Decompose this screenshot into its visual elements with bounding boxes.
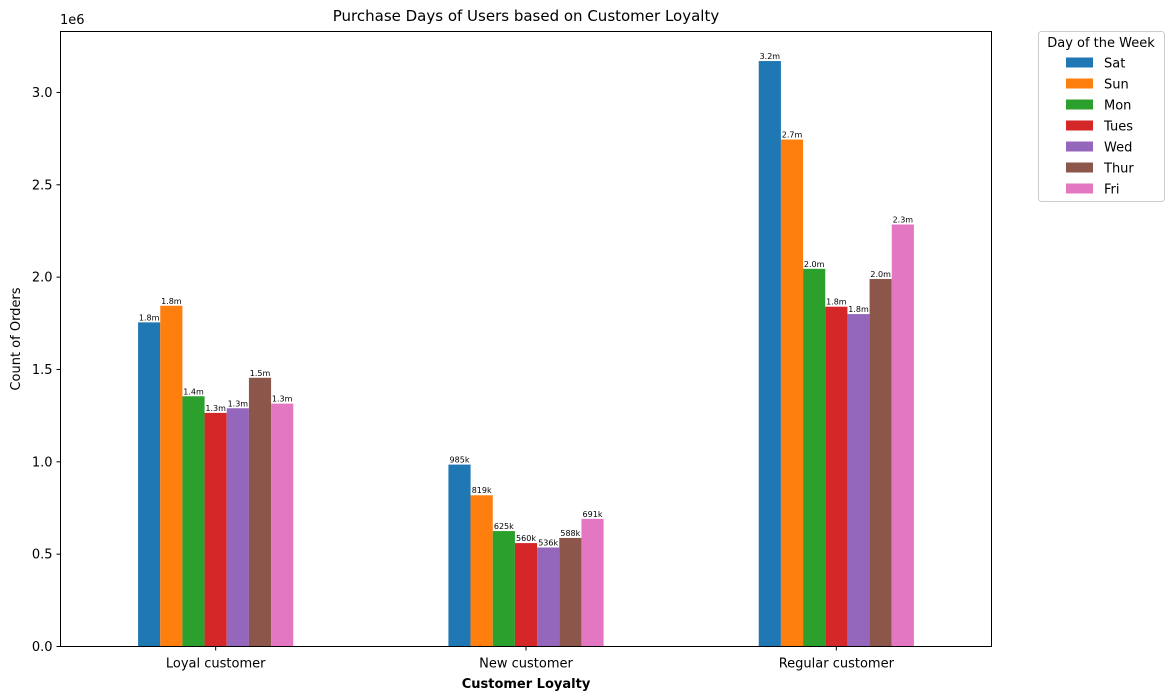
bar-wed-regular-customer <box>847 314 870 647</box>
bar-sun-loyal-customer <box>160 305 183 647</box>
legend-label-thur: Thur <box>1103 162 1134 177</box>
x-tick-label-new-customer: New customer <box>479 657 573 672</box>
legend-swatch-fri <box>1066 183 1093 194</box>
legend-label-tues: Tues <box>1103 120 1133 135</box>
y-tick-label: 1.0 <box>32 455 53 470</box>
legend-label-mon: Mon <box>1104 99 1131 114</box>
bar-tues-loyal-customer <box>204 412 227 647</box>
x-axis-label: Customer Loyalty <box>462 677 591 692</box>
y-tick-label: 2.5 <box>32 178 53 193</box>
legend-swatch-sat <box>1066 57 1093 68</box>
legend-label-fri: Fri <box>1104 183 1120 198</box>
legend-frame <box>1038 31 1165 202</box>
bar-sat-new-customer <box>448 464 471 647</box>
legend-swatch-thur <box>1066 162 1093 173</box>
bar-thur-loyal-customer <box>248 377 272 647</box>
bar-label-wed-loyal-customer: 1.3m <box>228 399 249 408</box>
bar-label-mon-loyal-customer: 1.4m <box>183 387 204 396</box>
legend-swatch-tues <box>1066 120 1093 131</box>
bar-label-fri-regular-customer: 2.3m <box>893 216 914 225</box>
bar-label-tues-loyal-customer: 1.3m <box>205 404 226 413</box>
x-tick-label-regular-customer: Regular customer <box>779 657 895 672</box>
bar-sun-new-customer <box>470 495 493 647</box>
bar-label-sun-regular-customer: 2.7m <box>782 131 803 140</box>
bar-fri-regular-customer <box>891 224 914 647</box>
bar-label-sun-new-customer: 819k <box>472 486 492 495</box>
bar-tues-new-customer <box>514 543 538 647</box>
bar-label-sun-loyal-customer: 1.8m <box>161 297 182 306</box>
bar-mon-loyal-customer <box>182 396 205 647</box>
y-tick-label: 2.0 <box>32 271 53 286</box>
legend-swatch-wed <box>1066 141 1093 152</box>
bar-label-tues-regular-customer: 1.8m <box>826 298 847 307</box>
bar-label-sat-new-customer: 985k <box>450 456 470 465</box>
bar-label-fri-new-customer: 691k <box>583 510 603 519</box>
legend-swatch-sun <box>1066 78 1093 89</box>
bar-tues-regular-customer <box>825 306 848 647</box>
bar-mon-regular-customer <box>803 268 826 647</box>
y-tick-label: 0.0 <box>32 640 53 655</box>
bar-thur-regular-customer <box>869 278 892 647</box>
bar-label-sat-loyal-customer: 1.8m <box>139 313 160 322</box>
bar-label-fri-loyal-customer: 1.3m <box>272 395 293 404</box>
bar-mon-new-customer <box>492 531 515 647</box>
bar-thur-new-customer <box>559 537 582 647</box>
bar-sat-regular-customer <box>758 61 781 647</box>
y-axis-offset-text: 1e6 <box>60 13 85 28</box>
bar-label-sat-regular-customer: 3.2m <box>760 52 781 61</box>
bar-label-thur-new-customer: 588k <box>560 529 580 538</box>
bars-group <box>138 61 914 647</box>
bar-wed-loyal-customer <box>226 408 249 647</box>
y-axis-label: Count of Orders <box>9 287 24 390</box>
legend: Day of the Week Sat Sun Mon Tues Wed Thur Fri <box>1038 31 1165 202</box>
bar-label-wed-regular-customer: 1.8m <box>848 305 869 314</box>
bar-sat-loyal-customer <box>138 322 161 647</box>
chart-title: Purchase Days of Users based on Customer… <box>333 7 720 25</box>
bar-label-wed-new-customer: 536k <box>538 539 558 548</box>
bar-fri-loyal-customer <box>271 403 294 647</box>
y-tick-label: 1.5 <box>32 363 53 378</box>
bar-label-thur-loyal-customer: 1.5m <box>250 369 271 378</box>
y-tick-label: 3.0 <box>32 86 53 101</box>
x-tick-label-loyal-customer: Loyal customer <box>166 657 266 672</box>
legend-swatch-mon <box>1066 99 1093 110</box>
bar-wed-new-customer <box>537 547 560 647</box>
bar-sun-regular-customer <box>780 139 804 647</box>
bar-label-tues-new-customer: 560k <box>516 534 536 543</box>
y-axis-ticks: 0.0 0.5 1.0 1.5 2.0 2.5 3.0 <box>32 86 61 655</box>
y-tick-label: 0.5 <box>32 548 53 563</box>
legend-label-wed: Wed <box>1104 141 1132 156</box>
bar-label-thur-regular-customer: 2.0m <box>870 270 891 279</box>
bar-label-mon-regular-customer: 2.0m <box>804 260 825 269</box>
bar-fri-new-customer <box>581 518 604 647</box>
bar-label-mon-new-customer: 625k <box>494 522 514 531</box>
legend-title: Day of the Week <box>1047 36 1155 51</box>
legend-label-sun: Sun <box>1104 78 1129 93</box>
bar-labels-group: 1.8m 985k 3.2m 1.8m 819k 2.7m 1.4m 625k 2.0m 1.3m… <box>139 52 913 547</box>
legend-items: Sat Sun Mon Tues Wed Thur Fri <box>1066 57 1134 198</box>
x-axis-ticks: Loyal customer New customer Regular custom… <box>166 646 895 672</box>
legend-label-sat: Sat <box>1104 57 1125 72</box>
